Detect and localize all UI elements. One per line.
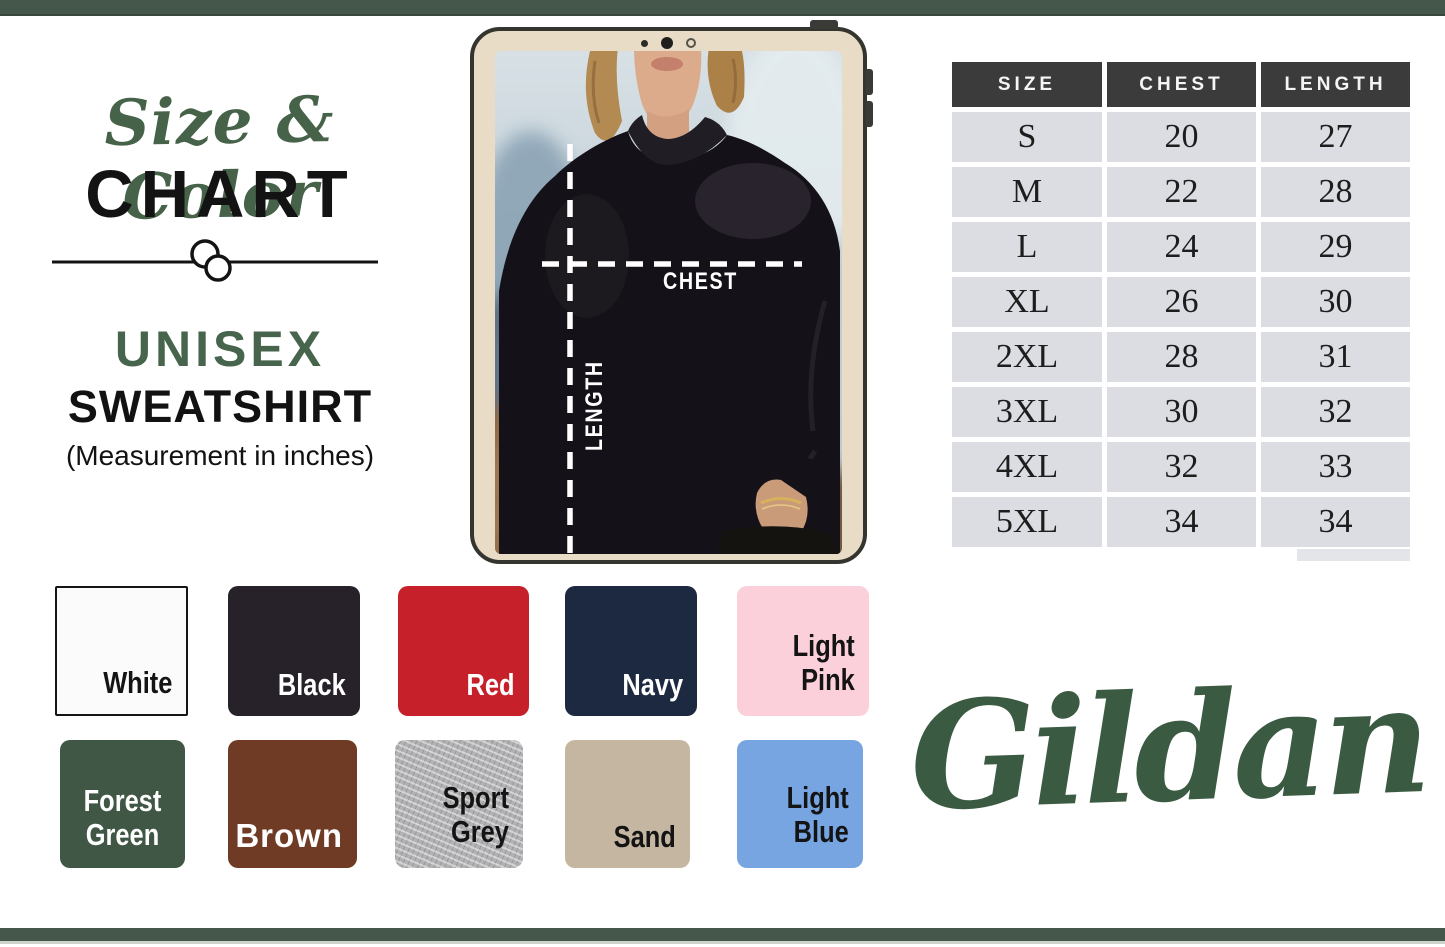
chest-cell: 30 [1107,387,1256,437]
length-cell: 31 [1261,332,1410,382]
size-cell: 2XL [952,332,1102,382]
camera-dot-icon [641,39,648,47]
color-swatch-light-pink: Light Pink [737,586,869,716]
ring-icon [204,254,232,282]
sweatshirt-collar [628,115,727,165]
swatch-label: Light Blue [786,779,849,850]
length-cell: 27 [1261,112,1410,162]
chest-cell: 34 [1107,497,1256,547]
length-cell: 32 [1261,387,1410,437]
size-cell: 5XL [952,497,1102,547]
length-cell: 28 [1261,167,1410,217]
swatch-label: Sport Grey [442,779,509,850]
size-table: SIZE CHEST LENGTH S 20 27 M 22 28 L 24 2… [952,62,1410,547]
swatch-label: Forest Green [83,782,162,853]
tablet-screen: CHEST LENGTH [495,51,842,554]
size-cell: 4XL [952,442,1102,492]
product-name-label: SWEATSHIRT [67,381,373,432]
swatch-label: Black [278,667,346,703]
chest-label: CHEST [663,268,738,295]
color-swatch-red: Red [398,586,529,716]
color-swatch-forest-green: Forest Green [60,740,185,868]
size-table-header-chest: CHEST [1107,62,1256,107]
size-table-header-length: LENGTH [1261,62,1410,107]
tablet-volume-button [866,69,873,95]
color-swatch-navy: Navy [565,586,697,716]
face [634,51,702,130]
size-cell: M [952,167,1102,217]
length-cell: 34 [1261,497,1410,547]
color-swatch-sand: Sand [565,740,690,868]
tablet-camera-row [474,37,863,49]
measurement-note: (Measurement in inches) [65,440,375,471]
swatch-label: Navy [622,667,683,703]
pants [717,526,840,554]
camera-lens-icon [661,37,673,49]
table-partial-row-strip [1297,549,1410,561]
length-cell: 30 [1261,277,1410,327]
color-swatch-brown: Brown [228,740,357,868]
product-type-label: UNISEX [114,321,326,377]
length-label: LENGTH [581,360,608,451]
camera-ring-icon [686,38,696,48]
divider-rings-ornament [52,239,378,282]
size-cell: XL [952,277,1102,327]
tablet-volume-button [866,101,873,127]
size-cell: 3XL [952,387,1102,437]
size-cell: S [952,112,1102,162]
tablet-power-button [810,20,838,29]
top-border-bar [0,0,1445,16]
length-cell: 29 [1261,222,1410,272]
swatch-label: Sand [613,819,676,855]
chest-cell: 32 [1107,442,1256,492]
swatch-label: Brown [235,817,343,855]
measurement-overlay [542,144,802,554]
chest-cell: 22 [1107,167,1256,217]
tablet-mockup: CHEST LENGTH [470,20,873,564]
chest-cell: 24 [1107,222,1256,272]
size-table-header-size: SIZE [952,62,1102,107]
length-cell: 33 [1261,442,1410,492]
size-cell: L [952,222,1102,272]
title-chart: CHART [85,157,355,232]
bracelet [760,497,802,505]
chest-cell: 20 [1107,112,1256,162]
lips [651,57,683,71]
swatch-label: Light Pink [792,627,855,698]
chest-cell: 28 [1107,332,1256,382]
model-photo [495,51,842,554]
swatch-label: Red [466,667,515,703]
brand-logo: Gildan [907,652,1429,844]
bottom-border-bar [0,928,1445,944]
chest-cell: 26 [1107,277,1256,327]
color-swatch-black: Black [228,586,360,716]
color-swatch-sport-grey: Sport Grey [395,740,523,868]
color-swatch-white: White [55,586,188,716]
swatch-label: White [102,665,172,701]
color-swatch-light-blue: Light Blue [737,740,863,868]
